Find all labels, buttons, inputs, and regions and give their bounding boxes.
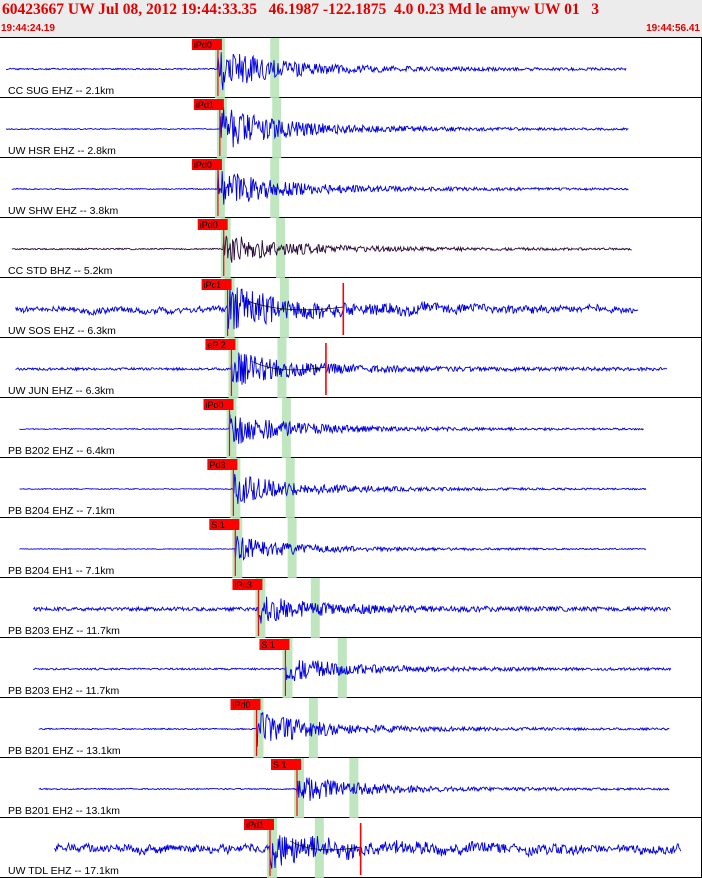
pick-tag bbox=[207, 459, 238, 470]
waveform bbox=[15, 352, 668, 385]
pick-label: eP 2 bbox=[207, 340, 225, 350]
pick-tag bbox=[230, 699, 261, 710]
s-window bbox=[308, 698, 318, 758]
waveform bbox=[19, 414, 644, 444]
waveform bbox=[11, 235, 632, 263]
pick-tag bbox=[209, 519, 240, 530]
s-window bbox=[277, 338, 287, 398]
station-label: UW TDL EHZ -- 17.1km bbox=[8, 865, 119, 877]
trace-panel: iPd0 bbox=[0, 698, 702, 758]
trace-panel: iPd0 bbox=[0, 218, 702, 278]
p-window bbox=[232, 518, 243, 578]
waveform bbox=[32, 660, 672, 682]
end-time: 19:44:56.41 bbox=[646, 23, 700, 34]
pick-tag bbox=[193, 99, 224, 110]
waveform bbox=[38, 712, 670, 747]
s-window bbox=[281, 398, 291, 458]
s-window bbox=[287, 518, 297, 578]
pick-label: iPc3 bbox=[234, 580, 252, 590]
pick-label: S 1 bbox=[211, 520, 225, 530]
station-label: UW HSR EHZ -- 2.8km bbox=[8, 145, 116, 157]
station-label: PB B201 EHZ -- 13.1km bbox=[8, 745, 121, 757]
p-window bbox=[214, 38, 225, 98]
waveform bbox=[53, 835, 682, 869]
waveform bbox=[11, 170, 629, 205]
station-label: UW SHW EHZ -- 3.8km bbox=[8, 205, 119, 217]
pick-label: iPd0 bbox=[194, 40, 212, 50]
start-time: 19:44:24.19 bbox=[1, 23, 55, 34]
station-label: PB B201 EH2 -- 13.1km bbox=[8, 805, 121, 817]
pick-tag bbox=[244, 819, 274, 830]
p-window bbox=[228, 338, 239, 398]
trace-panel: Pd3 bbox=[0, 458, 702, 518]
station-label: PB B204 EHZ -- 7.1km bbox=[8, 505, 115, 517]
waveform bbox=[5, 52, 627, 91]
pick-tag bbox=[197, 219, 228, 230]
pick-label: S 1 bbox=[273, 760, 287, 770]
pick-tag bbox=[201, 279, 232, 290]
trace-panel: iPd0 bbox=[0, 158, 702, 218]
event-header: 60423667 UW Jul 08, 2012 19:44:33.35 46.… bbox=[0, 0, 702, 38]
station-label: UW SOS EHZ -- 6.3km bbox=[8, 325, 116, 337]
trace-panel: eP 2 bbox=[0, 338, 702, 398]
pick-label: Pd3 bbox=[209, 460, 225, 470]
pick-tag bbox=[205, 339, 236, 350]
p-window bbox=[220, 218, 231, 278]
coda-curve bbox=[289, 840, 361, 851]
pick-tag bbox=[232, 579, 263, 590]
pick-label: iPd1 bbox=[246, 820, 264, 830]
p-window bbox=[230, 458, 241, 518]
trace-panel: S 1 bbox=[0, 758, 702, 818]
station-label: CC STD BHZ -- 5.2km bbox=[8, 265, 113, 277]
pick-label: iPd1 bbox=[196, 100, 214, 110]
pick-label: iPd0 bbox=[194, 160, 212, 170]
station-label: PB B202 EHZ -- 6.4km bbox=[8, 445, 115, 457]
waveform bbox=[19, 535, 647, 561]
pick-label: iPd0 bbox=[200, 220, 218, 230]
trace-panel: iPc3 bbox=[0, 578, 702, 638]
waveform bbox=[19, 473, 647, 504]
station-label: PB B203 EHZ -- 11.7km bbox=[8, 625, 120, 637]
s-window bbox=[285, 458, 295, 518]
p-window bbox=[214, 158, 225, 218]
seismogram-plot: iPd0 iPd1 iPd0 iPd0 iPc1 eP 2 iPd0 Pd3 S 1 iPc3 S … bbox=[0, 38, 702, 878]
trace-panel: S 1 bbox=[0, 638, 702, 698]
trace-panel: iPd0 bbox=[0, 398, 702, 458]
pick-label: S 1 bbox=[261, 640, 275, 650]
trace-panel: iPd0 bbox=[0, 38, 702, 98]
event-title: 60423667 UW Jul 08, 2012 19:44:33.35 46.… bbox=[2, 1, 600, 18]
p-window bbox=[255, 578, 266, 638]
trace-panel: S 1 bbox=[0, 518, 702, 578]
pick-tag bbox=[191, 39, 222, 50]
p-window bbox=[282, 638, 293, 698]
waveform bbox=[32, 596, 671, 624]
seismogram-svg: iPd0 iPd1 iPd0 iPd0 iPc1 eP 2 iPd0 Pd3 S 1 iPc3 S … bbox=[0, 38, 702, 878]
waveform bbox=[38, 777, 670, 801]
pick-label: iPc1 bbox=[204, 280, 222, 290]
pick-tag bbox=[203, 399, 234, 410]
waveform bbox=[5, 107, 629, 148]
trace-panel: iPd1 bbox=[0, 98, 702, 158]
pick-label: iPd0 bbox=[206, 400, 224, 410]
pick-tag bbox=[191, 159, 222, 170]
p-window bbox=[253, 698, 264, 758]
station-label: PB B204 EH1 -- 7.1km bbox=[8, 565, 115, 577]
s-window bbox=[310, 578, 320, 638]
pick-label: iPd0 bbox=[233, 700, 251, 710]
station-label: PB B203 EH2 -- 11.7km bbox=[8, 685, 120, 697]
coda-curve bbox=[251, 360, 326, 371]
p-window bbox=[226, 398, 237, 458]
coda-curve bbox=[247, 300, 344, 311]
station-label: CC SUG EHZ -- 2.1km bbox=[8, 85, 115, 97]
pick-tag bbox=[271, 759, 301, 770]
pick-tag bbox=[259, 639, 290, 650]
s-window bbox=[314, 818, 324, 878]
trace-panel: iPc1 bbox=[0, 278, 702, 338]
station-label: UW JUN EHZ -- 6.3km bbox=[8, 385, 115, 397]
waveform bbox=[15, 285, 639, 330]
